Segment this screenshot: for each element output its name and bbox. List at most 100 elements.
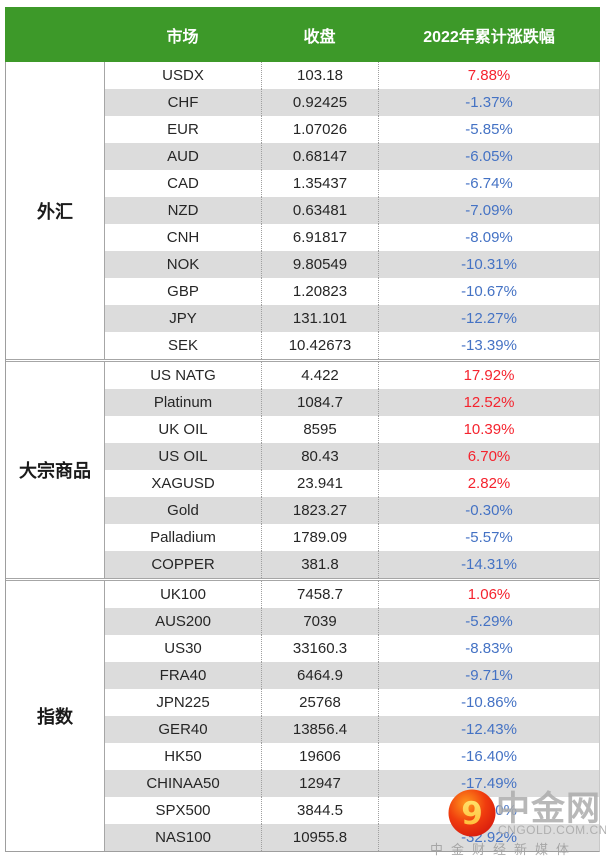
close-cell: 6.91817 <box>262 224 379 251</box>
change-cell: -9.71% <box>465 667 513 684</box>
close-cell: 0.63481 <box>262 197 379 224</box>
close-cell: 10.42673 <box>262 332 379 359</box>
table-row: CHF 0.92425 -1.37% <box>105 89 599 116</box>
change-cell: -12.27% <box>461 310 517 327</box>
market-cell: NOK <box>105 251 262 278</box>
market-cell: FRA40 <box>105 662 262 689</box>
market-cell: GBP <box>105 278 262 305</box>
market-section: 外汇 USDX 103.18 7.88% CHF 0.92425 -1.37% EUR 1.07… <box>6 62 599 359</box>
change-cell: -6.74% <box>465 175 513 192</box>
close-cell: 23.941 <box>262 470 379 497</box>
table-row: CAD 1.35437 -6.74% <box>105 170 599 197</box>
change-cell: -19.40% <box>461 802 517 819</box>
table-row: Platinum 1084.7 12.52% <box>105 389 599 416</box>
close-cell: 131.101 <box>262 305 379 332</box>
close-cell: 10955.8 <box>262 824 379 851</box>
change-cell: -10.67% <box>461 283 517 300</box>
change-cell: -5.29% <box>465 613 513 630</box>
close-cell: 1823.27 <box>262 497 379 524</box>
market-cell: UK100 <box>105 581 262 608</box>
change-cell: -5.85% <box>465 121 513 138</box>
change-cell: -12.43% <box>461 721 517 738</box>
market-cell: CAD <box>105 170 262 197</box>
close-cell: 33160.3 <box>262 635 379 662</box>
market-cell: AUS200 <box>105 608 262 635</box>
change-cell: -8.09% <box>465 229 513 246</box>
table-row: GBP 1.20823 -10.67% <box>105 278 599 305</box>
table-row: SPX500 3844.5 -19.40% <box>105 797 599 824</box>
change-cell: -0.30% <box>465 502 513 519</box>
market-section: 指数 UK100 7458.7 1.06% AUS200 7039 -5.29% US30 33… <box>6 578 599 851</box>
market-cell: NAS100 <box>105 824 262 851</box>
close-cell: 1084.7 <box>262 389 379 416</box>
change-cell: -32.92% <box>461 829 517 846</box>
market-cell: USDX <box>105 62 262 89</box>
change-cell: -7.09% <box>465 202 513 219</box>
header-change: 2022年累计涨跌幅 <box>423 28 555 46</box>
market-cell: SPX500 <box>105 797 262 824</box>
market-cell: CHF <box>105 89 262 116</box>
change-cell: 1.06% <box>467 586 511 603</box>
table-row: JPN225 25768 -10.86% <box>105 689 599 716</box>
close-cell: 3844.5 <box>262 797 379 824</box>
close-cell: 381.8 <box>262 551 379 578</box>
close-cell: 0.68147 <box>262 143 379 170</box>
change-cell: -5.57% <box>465 529 513 546</box>
table-row: AUS200 7039 -5.29% <box>105 608 599 635</box>
change-cell: -13.39% <box>461 337 517 354</box>
change-cell: 6.70% <box>467 448 511 465</box>
table-row: GER40 13856.4 -12.43% <box>105 716 599 743</box>
section-label: 指数 <box>6 581 105 851</box>
change-cell: 7.88% <box>467 67 511 84</box>
market-cell: CNH <box>105 224 262 251</box>
table-row: US NATG 4.422 17.92% <box>105 362 599 389</box>
change-cell: 10.39% <box>463 421 515 438</box>
close-cell: 13856.4 <box>262 716 379 743</box>
table-row: UK OIL 8595 10.39% <box>105 416 599 443</box>
table-row: CHINAA50 12947 -17.49% <box>105 770 599 797</box>
change-cell: -14.31% <box>461 556 517 573</box>
market-cell: JPN225 <box>105 689 262 716</box>
table-row: US OIL 80.43 6.70% <box>105 443 599 470</box>
section-label: 外汇 <box>6 62 105 359</box>
market-cell: GER40 <box>105 716 262 743</box>
close-cell: 1.20823 <box>262 278 379 305</box>
close-cell: 6464.9 <box>262 662 379 689</box>
table-row: SEK 10.42673 -13.39% <box>105 332 599 359</box>
table-row: FRA40 6464.9 -9.71% <box>105 662 599 689</box>
close-cell: 103.18 <box>262 62 379 89</box>
table-row: UK100 7458.7 1.06% <box>105 581 599 608</box>
close-cell: 0.92425 <box>262 89 379 116</box>
market-cell: SEK <box>105 332 262 359</box>
change-cell: -10.86% <box>461 694 517 711</box>
close-cell: 1789.09 <box>262 524 379 551</box>
table-row: JPY 131.101 -12.27% <box>105 305 599 332</box>
table-row: XAGUSD 23.941 2.82% <box>105 470 599 497</box>
table-row: NOK 9.80549 -10.31% <box>105 251 599 278</box>
change-cell: -6.05% <box>465 148 513 165</box>
change-cell: -8.83% <box>465 640 513 657</box>
table-row: US30 33160.3 -8.83% <box>105 635 599 662</box>
close-cell: 19606 <box>262 743 379 770</box>
close-cell: 1.07026 <box>262 116 379 143</box>
close-cell: 12947 <box>262 770 379 797</box>
close-cell: 8595 <box>262 416 379 443</box>
market-cell: CHINAA50 <box>105 770 262 797</box>
header-close: 收盘 <box>303 28 336 46</box>
market-cell: JPY <box>105 305 262 332</box>
market-cell: EUR <box>105 116 262 143</box>
close-cell: 4.422 <box>262 362 379 389</box>
market-cell: NZD <box>105 197 262 224</box>
table-row: AUD 0.68147 -6.05% <box>105 143 599 170</box>
section-rows: USDX 103.18 7.88% CHF 0.92425 -1.37% EUR 1.0702… <box>105 62 599 359</box>
market-section: 大宗商品 US NATG 4.422 17.92% Platinum 1084.7 12.5… <box>6 359 599 578</box>
change-cell: 2.82% <box>467 475 511 492</box>
market-cell: XAGUSD <box>105 470 262 497</box>
change-cell: -17.49% <box>461 775 517 792</box>
table-row: EUR 1.07026 -5.85% <box>105 116 599 143</box>
table-body: 外汇 USDX 103.18 7.88% CHF 0.92425 -1.37% EUR 1.07… <box>5 62 600 852</box>
market-cell: US NATG <box>105 362 262 389</box>
table-row: COPPER 381.8 -14.31% <box>105 551 599 578</box>
change-cell: -1.37% <box>465 94 513 111</box>
table-header-row: 市场 收盘 2022年累计涨跌幅 <box>5 7 600 62</box>
